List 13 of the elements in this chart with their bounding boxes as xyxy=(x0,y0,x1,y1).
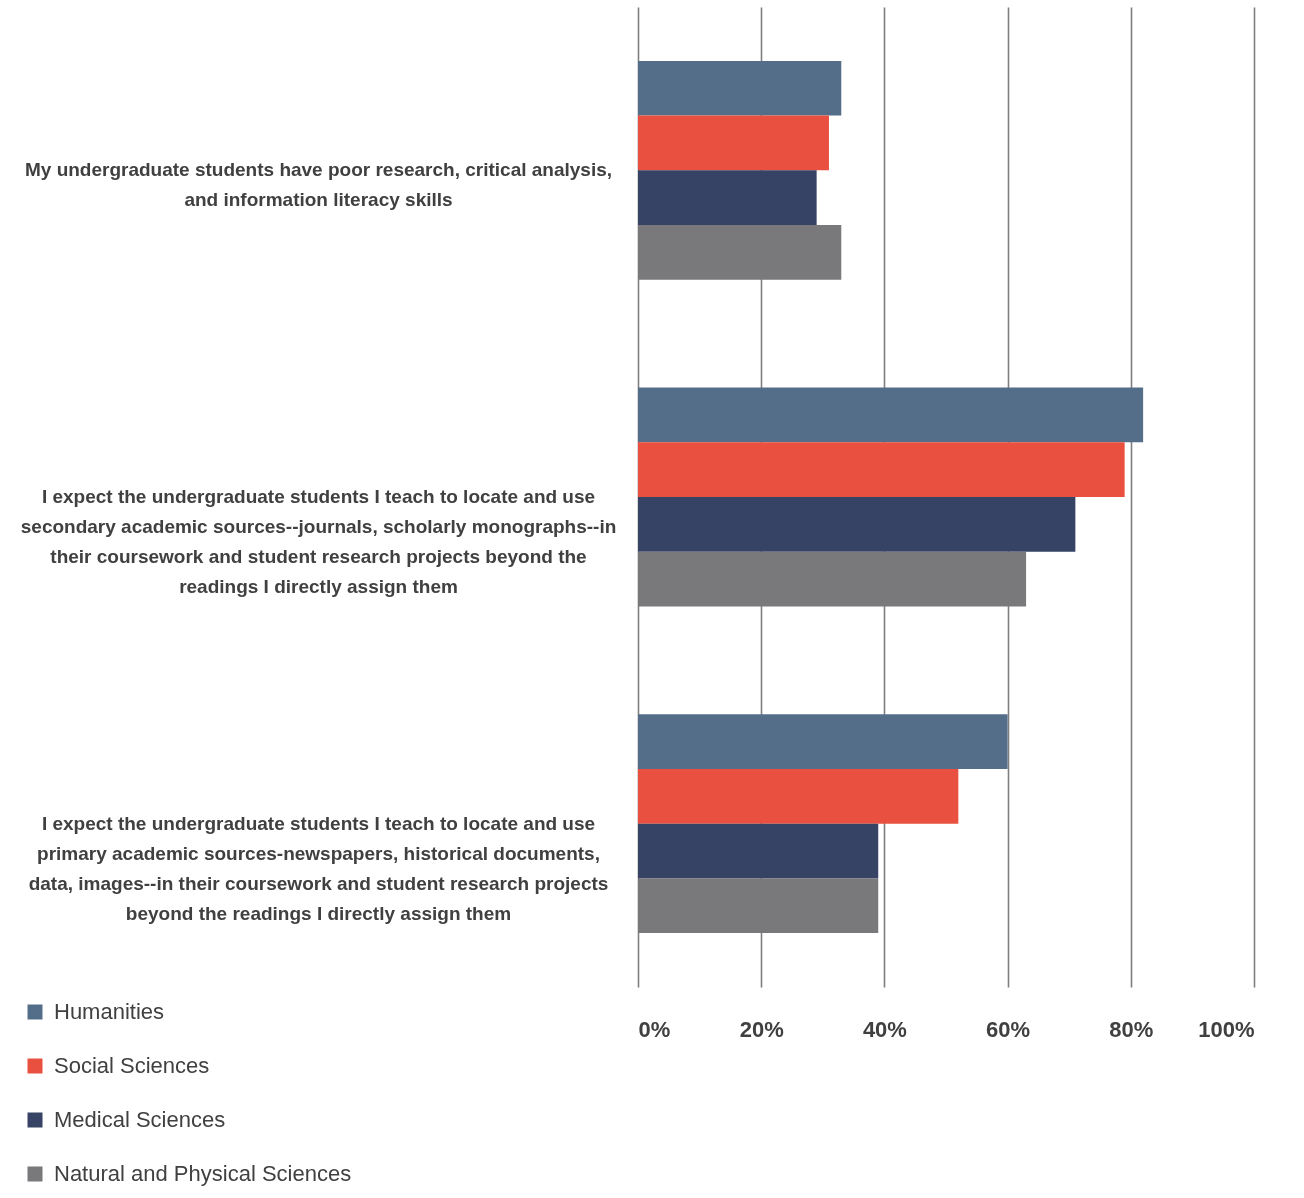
legend-label: Humanities xyxy=(54,999,165,1024)
x-tick-label: 0% xyxy=(638,1016,671,1042)
x-tick-label: 20% xyxy=(739,1016,784,1042)
y-tick-label: I expect the undergraduate students I teach to locate and use secondary academic sources--journals, scholarly monographs--in their coursework and student research projects beyond the readings I directly assign them xyxy=(20,486,617,597)
legend-label: Social Sciences xyxy=(54,1053,210,1078)
y-tick-label: I expect the undergraduate students I teach to locate and use primary academic sources-newspapers, historical documents, data, images--in their coursework and student research projects beyond the readings I directly assign them xyxy=(28,812,609,924)
legend-label: Natural and Physical Sciences xyxy=(54,1161,352,1186)
x-tick-label: 80% xyxy=(1109,1016,1154,1042)
x-tick-label: 60% xyxy=(986,1016,1031,1042)
legend-label: Medical Sciences xyxy=(54,1107,226,1132)
x-tick-label: 100% xyxy=(1198,1016,1255,1042)
y-tick-label: My undergraduate students have poor research, critical analysis, and information literacy skills xyxy=(24,159,613,211)
x-tick-label: 40% xyxy=(862,1016,907,1042)
